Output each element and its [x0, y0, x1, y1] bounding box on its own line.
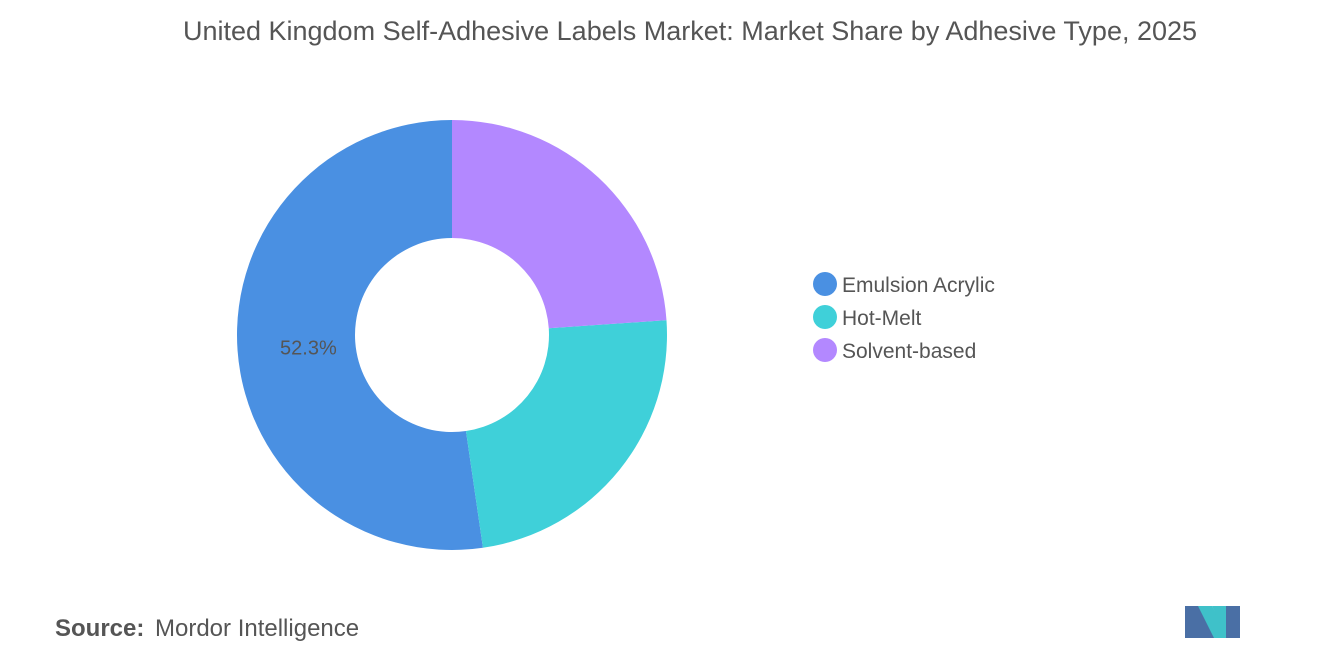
donut-slice: [465, 320, 667, 548]
source: Mordor Intelligence: [155, 615, 359, 642]
legend-marker: [813, 305, 837, 329]
source-label: Source:: [55, 615, 144, 642]
chart-title-group: United Kingdom Self-Adhesive Labels Mark…: [183, 16, 1197, 46]
legend-marker: [813, 272, 837, 296]
legend-marker: [813, 338, 837, 362]
value-label: 52.3%: [280, 337, 337, 359]
donut-slice: [452, 120, 667, 329]
chart-title: United Kingdom Self-Adhesive Labels Mark…: [183, 16, 1197, 46]
legend-label: Solvent-based: [842, 340, 976, 363]
legend-label: Hot-Melt: [842, 307, 922, 330]
logo: [1185, 606, 1240, 638]
legend: Emulsion Acrylic Hot-Melt Solvent-based: [813, 272, 995, 363]
donut: 52.3%: [236, 120, 667, 550]
legend-label: Emulsion Acrylic: [842, 274, 995, 297]
donut-slice: [236, 120, 483, 550]
